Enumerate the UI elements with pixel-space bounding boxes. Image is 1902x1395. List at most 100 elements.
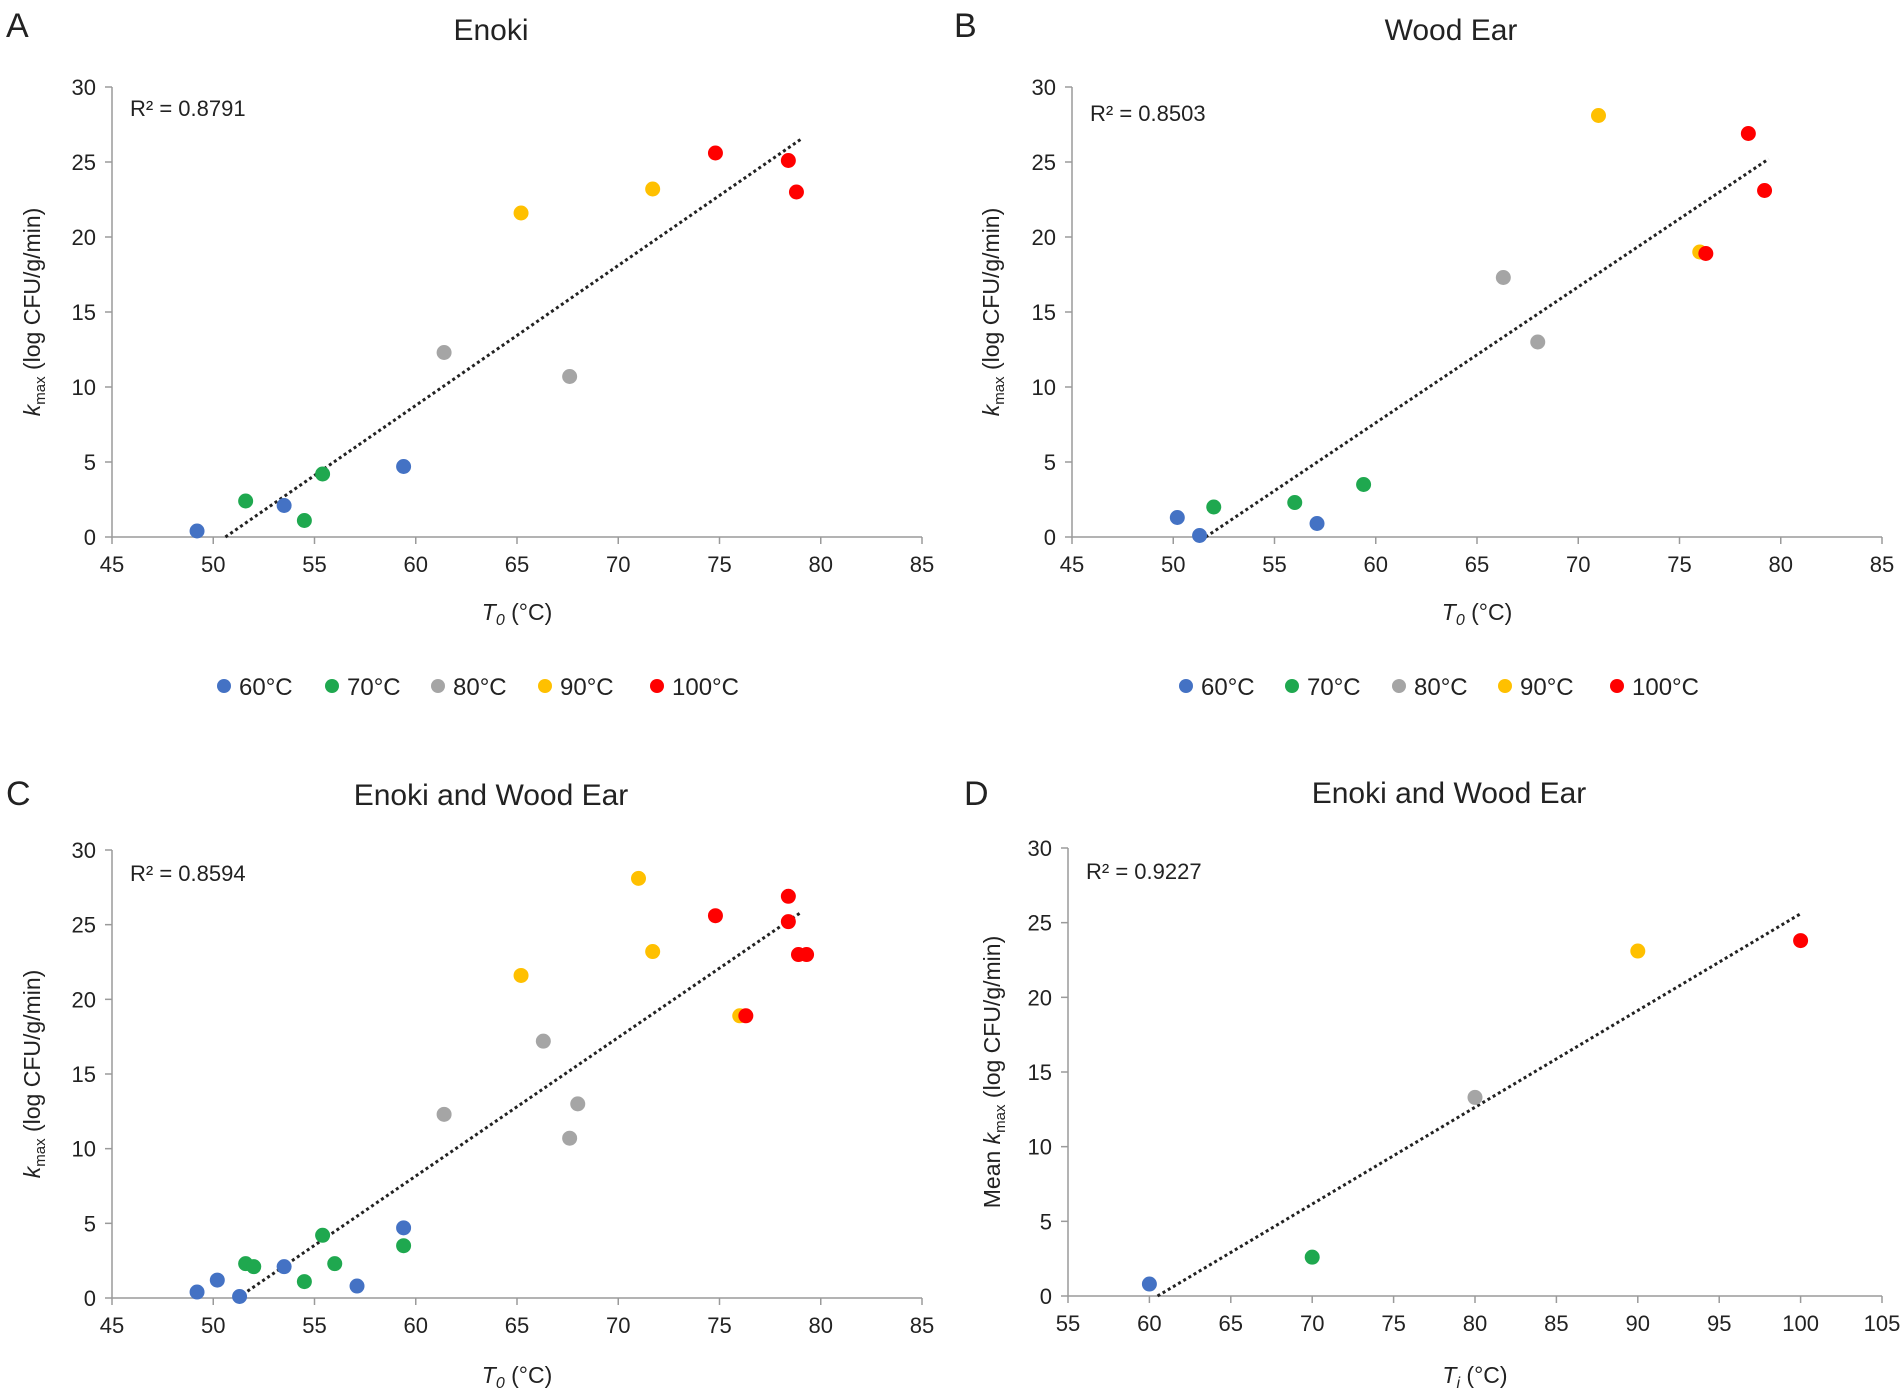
- data-point: [396, 1220, 412, 1236]
- data-point: [1356, 477, 1372, 492]
- legend-marker: [1179, 679, 1193, 693]
- data-point: [209, 1272, 225, 1288]
- data-point: [513, 967, 529, 983]
- x-tick-label: 75: [1667, 552, 1691, 577]
- y-tick-label: 20: [1032, 225, 1056, 250]
- series-60: [1169, 510, 1325, 543]
- x-tick-label: 75: [1381, 1311, 1405, 1336]
- x-tick-label: 70: [606, 552, 630, 577]
- x-axis-label-subscript: 0: [496, 612, 505, 629]
- data-point: [238, 493, 254, 509]
- data-point: [645, 181, 661, 197]
- x-tick-label: 60: [404, 1313, 428, 1338]
- x-axis-label: T0 (°C): [1442, 599, 1513, 629]
- x-tick-label: 80: [809, 552, 833, 577]
- y-axis-label-unit: (log CFU/g/min): [19, 208, 45, 377]
- data-point: [645, 944, 661, 960]
- x-axis-label-symbol: T: [1442, 599, 1458, 625]
- legend-label: 60°C: [239, 674, 293, 701]
- data-point: [1591, 108, 1606, 123]
- x-tick-label: 75: [707, 552, 731, 577]
- y-tick-label: 5: [84, 450, 96, 475]
- x-axis-label-subscript: 0: [1456, 612, 1465, 629]
- x-tick-label: 65: [1465, 552, 1489, 577]
- y-tick-label: 0: [84, 1286, 96, 1311]
- x-tick-label: 50: [201, 1313, 225, 1338]
- legend-label: 90°C: [560, 674, 614, 701]
- series-90: [513, 870, 748, 1024]
- x-axis-label-symbol: T: [482, 599, 498, 625]
- data-point: [296, 513, 312, 528]
- x-tick-label: 85: [910, 1313, 934, 1338]
- series-90: [1591, 108, 1708, 260]
- data-point: [1530, 334, 1546, 350]
- y-axis-label: kmax (log CFU/g/min): [978, 208, 1008, 417]
- legend-label: 100°C: [1632, 674, 1699, 701]
- data-point: [788, 184, 804, 200]
- legend: 60°C 70°C 80°C 90°C 100°C: [217, 674, 739, 701]
- legend-marker: [538, 679, 552, 693]
- y-tick-label: 30: [72, 75, 96, 100]
- x-tick-label: 70: [1566, 552, 1590, 577]
- y-tick-label: 0: [1044, 525, 1056, 550]
- y-axis-label-unit: (log CFU/g/min): [19, 970, 45, 1139]
- panel-a: A Enoki 0 5 10 15 20 25 30 45 50 55 60 65 70 75 80 85 R² =…: [6, 7, 934, 701]
- x-axis-label: T0 (°C): [482, 1362, 553, 1392]
- x-tick-label: 60: [1364, 552, 1388, 577]
- x-tick-label: 55: [1262, 552, 1286, 577]
- r-squared-label: R² = 0.8791: [130, 96, 246, 121]
- data-point: [232, 1289, 248, 1305]
- series-60: [189, 1220, 412, 1305]
- data-point: [189, 1284, 205, 1300]
- legend-marker: [1285, 679, 1299, 693]
- panel-letter: D: [964, 775, 989, 813]
- y-axis-label-unit: (log CFU/g/min): [978, 208, 1004, 377]
- x-axis-label: Ti (°C): [1442, 1362, 1507, 1392]
- y-tick-label: 10: [1028, 1135, 1052, 1160]
- trendline: [224, 138, 802, 539]
- x-tick-label: 65: [505, 552, 529, 577]
- series-60: [1141, 1276, 1157, 1292]
- data-point: [276, 498, 292, 513]
- series-80: [436, 345, 578, 384]
- y-axis-label-symbol: k: [19, 403, 45, 416]
- series-90: [1630, 943, 1646, 959]
- legend-label: 60°C: [1201, 674, 1255, 701]
- data-point: [535, 1033, 551, 1049]
- series-100: [707, 888, 815, 1024]
- data-point: [780, 888, 796, 904]
- x-tick-label: 55: [302, 552, 326, 577]
- x-tick-label: 65: [1219, 1311, 1243, 1336]
- x-tick-label: 45: [100, 552, 124, 577]
- x-tick-label: 60: [1137, 1311, 1161, 1336]
- data-point: [707, 145, 723, 161]
- y-tick-label: 5: [1040, 1209, 1052, 1234]
- y-tick-label: 25: [72, 913, 96, 938]
- y-axis-label-prefix: Mean: [979, 1144, 1005, 1208]
- data-point: [1740, 126, 1756, 141]
- series-70: [238, 1227, 412, 1290]
- panel-letter: B: [954, 7, 977, 45]
- series-70: [238, 466, 331, 528]
- y-axis-label-symbol: k: [978, 403, 1004, 416]
- y-tick-label: 0: [1040, 1284, 1052, 1309]
- x-tick-label: 60: [404, 552, 428, 577]
- trendline: [1204, 157, 1770, 539]
- data-point: [1192, 528, 1208, 543]
- trendline: [1156, 912, 1802, 1298]
- y-tick-label: 5: [1044, 450, 1056, 475]
- legend-marker: [431, 679, 445, 693]
- panel-c: C Enoki and Wood Ear 0 5 10 15 20 25 30 45 50 55 60 6…: [6, 775, 934, 1392]
- series-90: [513, 181, 661, 221]
- x-tick-label: 55: [1056, 1311, 1080, 1336]
- y-axis-label-symbol: k: [979, 1131, 1005, 1144]
- y-tick-label: 15: [72, 300, 96, 325]
- x-axis-label-unit: (°C): [505, 1362, 553, 1388]
- y-axis-label-subscript: max: [32, 376, 49, 405]
- x-tick-label: 95: [1707, 1311, 1731, 1336]
- x-axis-label-unit: (°C): [1465, 599, 1513, 625]
- legend-marker: [650, 679, 664, 693]
- panel-title: Enoki: [453, 14, 528, 47]
- x-tick-label: 105: [1864, 1311, 1901, 1336]
- legend-label: 90°C: [1520, 674, 1574, 701]
